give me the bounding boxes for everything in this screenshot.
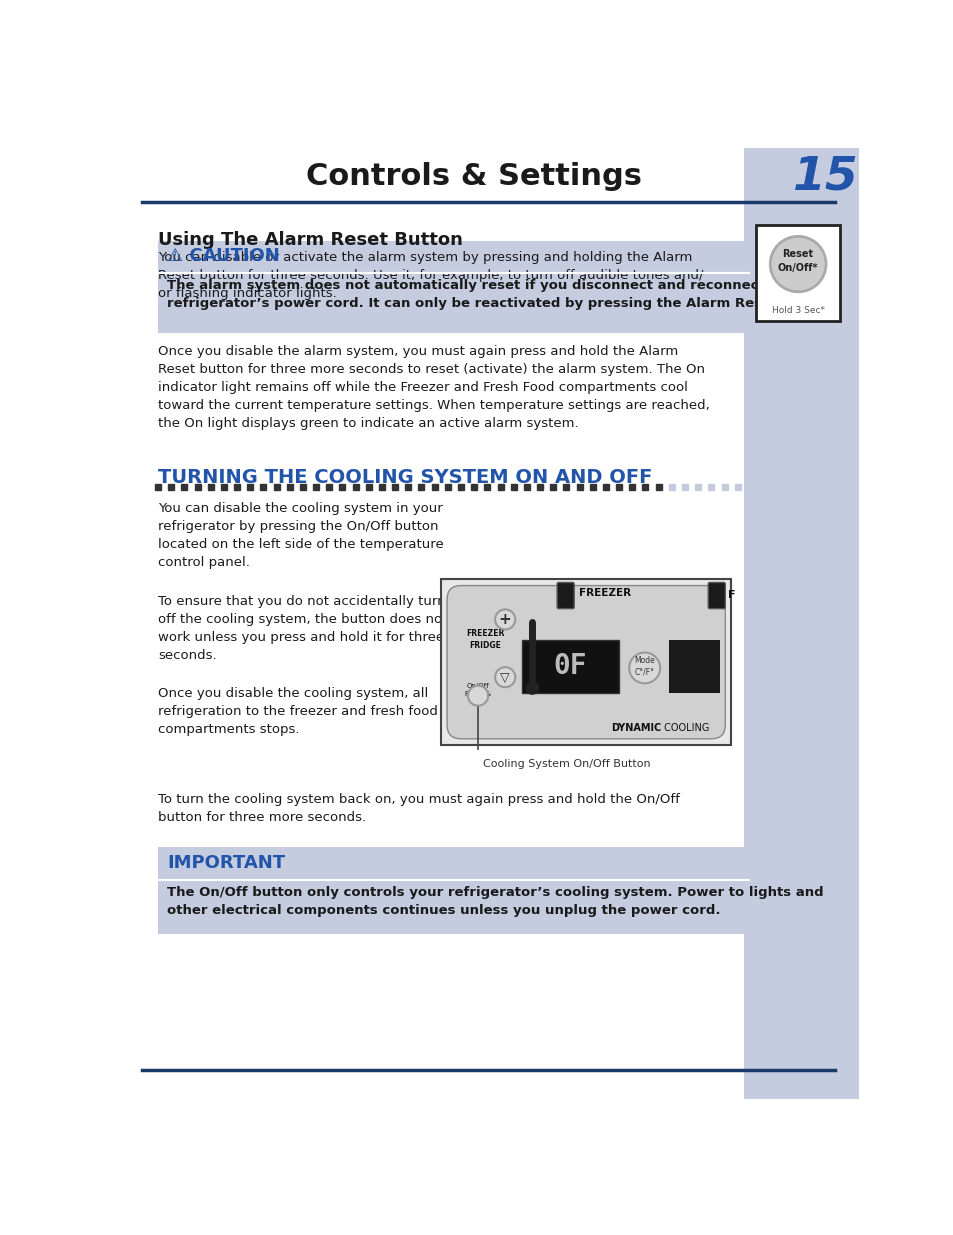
Text: ⚠ CAUTION: ⚠ CAUTION: [167, 247, 280, 264]
Circle shape: [495, 667, 515, 687]
FancyBboxPatch shape: [557, 583, 574, 609]
Text: 0F: 0F: [553, 652, 586, 679]
Text: IMPORTANT: IMPORTANT: [167, 853, 285, 872]
Text: +: +: [498, 611, 511, 627]
Circle shape: [468, 685, 488, 705]
Bar: [158, 847, 748, 934]
Text: 15: 15: [792, 154, 858, 199]
FancyBboxPatch shape: [707, 583, 724, 609]
Bar: [669, 640, 720, 693]
Circle shape: [525, 682, 537, 694]
Bar: [158, 241, 748, 273]
Text: Reset
On/Off*: Reset On/Off*: [777, 249, 818, 273]
Text: You can disable the cooling system in your
refrigerator by pressing the On/Off b: You can disable the cooling system in yo…: [158, 503, 443, 569]
Text: Controls & Settings: Controls & Settings: [306, 162, 641, 191]
Text: F: F: [728, 590, 735, 600]
Bar: [521, 640, 618, 693]
Text: Hold 3 Sec*: Hold 3 Sec*: [771, 306, 823, 315]
Bar: [158, 241, 748, 333]
Circle shape: [629, 652, 659, 683]
Text: Cooling System On/Off Button: Cooling System On/Off Button: [483, 758, 651, 769]
Text: Using The Alarm Reset Button: Using The Alarm Reset Button: [158, 231, 462, 248]
Text: Once you disable the alarm system, you must again press and hold the Alarm
Reset: Once you disable the alarm system, you m…: [158, 345, 709, 430]
Circle shape: [769, 236, 825, 291]
Text: COOLING: COOLING: [660, 722, 709, 734]
Text: DYNAMIC: DYNAMIC: [611, 722, 661, 734]
Text: FREEZER
FRIDGE: FREEZER FRIDGE: [465, 630, 504, 650]
Circle shape: [495, 609, 515, 630]
Text: The On/Off button only controls your refrigerator’s cooling system. Power to lig: The On/Off button only controls your ref…: [167, 885, 823, 916]
Text: TURNING THE COOLING SYSTEM ON AND OFF: TURNING THE COOLING SYSTEM ON AND OFF: [158, 468, 652, 487]
Text: ▽: ▽: [500, 671, 510, 684]
Text: Once you disable the cooling system, all
refrigeration to the freezer and fresh : Once you disable the cooling system, all…: [158, 687, 437, 736]
Text: FREEZER: FREEZER: [578, 588, 630, 598]
Bar: [440, 579, 731, 745]
Text: Mode
C°/F°: Mode C°/F°: [634, 656, 655, 677]
Text: To turn the cooling system back on, you must again press and hold the On/Off
but: To turn the cooling system back on, you …: [158, 793, 679, 824]
FancyBboxPatch shape: [447, 585, 724, 739]
Bar: [743, 148, 858, 1099]
Text: The alarm system does not automatically reset if you disconnect and reconnect yo: The alarm system does not automatically …: [167, 279, 837, 310]
Text: You can disable or activate the alarm system by pressing and holding the Alarm
R: You can disable or activate the alarm sy…: [158, 251, 702, 300]
Text: To ensure that you do not accidentally turn
off the cooling system, the button d: To ensure that you do not accidentally t…: [158, 595, 447, 662]
Text: On/Off
Press &
Hold: On/Off Press & Hold: [464, 683, 491, 704]
Bar: [756, 225, 840, 321]
